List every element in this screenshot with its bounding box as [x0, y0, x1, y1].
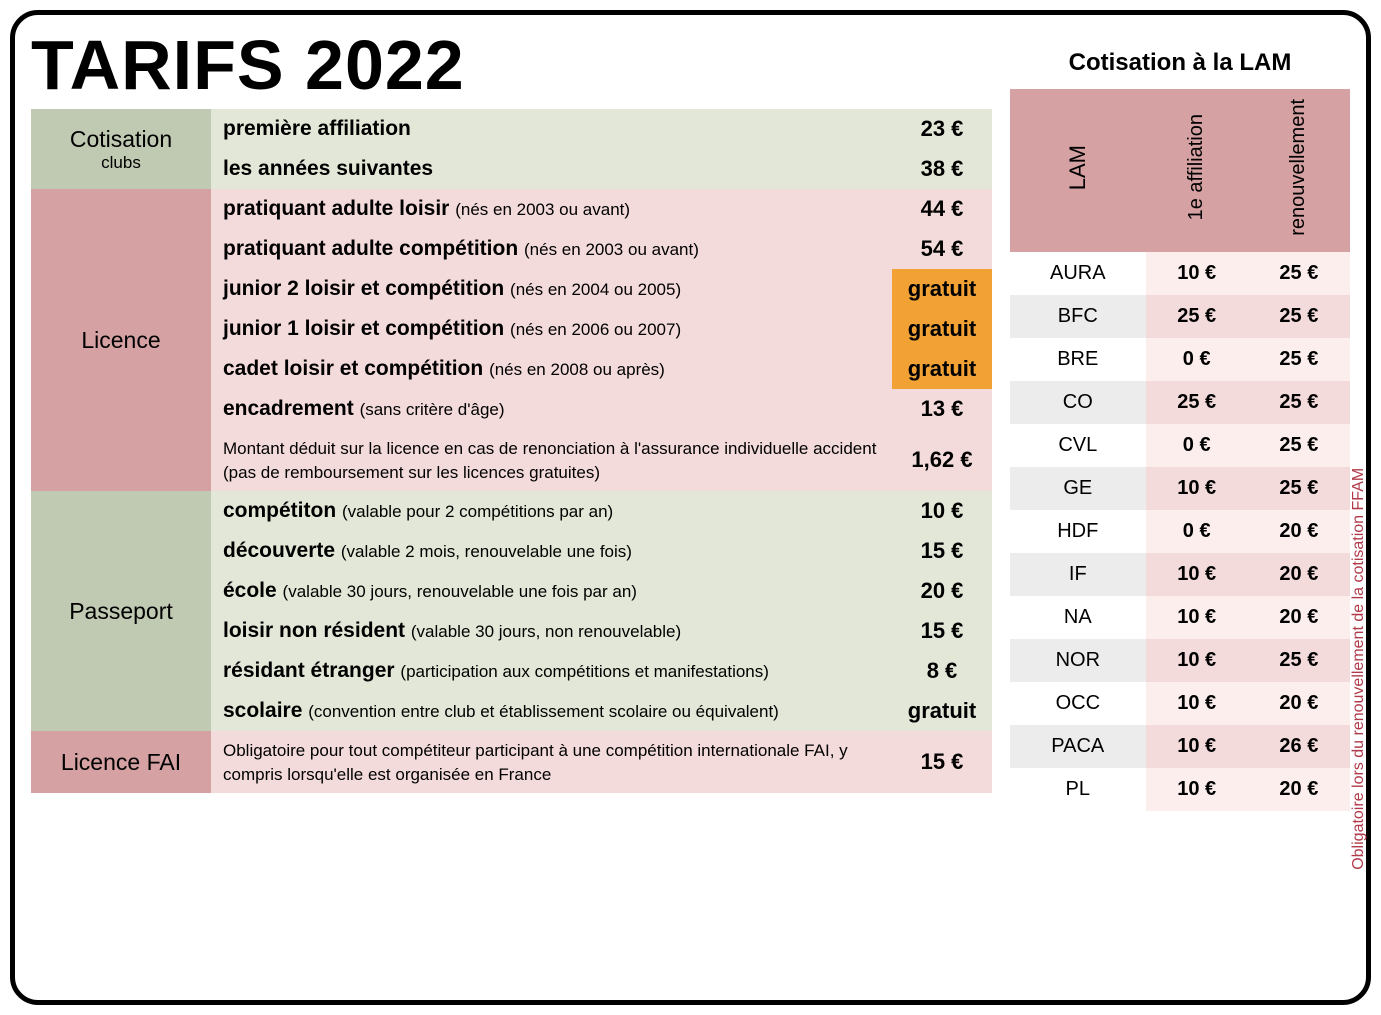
category-licence: Licence: [31, 189, 211, 491]
lam-affiliation: 0 €: [1146, 510, 1248, 553]
lam-region: GE: [1010, 467, 1146, 510]
row-desc: pratiquant adulte compétition (nés en 20…: [211, 229, 892, 269]
lam-renouvellement: 20 €: [1248, 682, 1350, 725]
lam-renouvellement: 25 €: [1248, 639, 1350, 682]
row-price: 38 €: [892, 149, 992, 189]
lam-renouvellement: 25 €: [1248, 295, 1350, 338]
lam-affiliation: 10 €: [1146, 252, 1248, 295]
lam-renouvellement: 25 €: [1248, 381, 1350, 424]
row-desc: junior 2 loisir et compétition (nés en 2…: [211, 269, 892, 309]
right-column: Cotisation à la LAM LAM1e affiliationren…: [1010, 25, 1350, 984]
lam-sidenote: Obligatoire lors du renouvellement de la…: [1350, 467, 1368, 869]
row-price: 1,62 €: [892, 429, 992, 491]
lam-header: 1e affiliation: [1146, 89, 1248, 252]
lam-region: CVL: [1010, 424, 1146, 467]
lam-region: NOR: [1010, 639, 1146, 682]
lam-renouvellement: 25 €: [1248, 338, 1350, 381]
row-price: 20 €: [892, 571, 992, 611]
lam-renouvellement: 25 €: [1248, 252, 1350, 295]
row-desc: cadet loisir et compétition (nés en 2008…: [211, 349, 892, 389]
row-price: 10 €: [892, 491, 992, 531]
row-desc: encadrement (sans critère d'âge): [211, 389, 892, 429]
lam-affiliation: 25 €: [1146, 295, 1248, 338]
lam-region: PL: [1010, 768, 1146, 811]
category-passeport: Passeport: [31, 491, 211, 731]
row-desc: junior 1 loisir et compétition (nés en 2…: [211, 309, 892, 349]
lam-header: LAM: [1010, 89, 1146, 252]
lam-table: LAM1e affiliationrenouvellementAURA10 €2…: [1010, 89, 1350, 811]
row-desc: école (valable 30 jours, renouvelable un…: [211, 571, 892, 611]
lam-title: Cotisation à la LAM: [1010, 49, 1350, 77]
lam-region: PACA: [1010, 725, 1146, 768]
lam-affiliation: 10 €: [1146, 467, 1248, 510]
lam-affiliation: 10 €: [1146, 768, 1248, 811]
row-desc: compétiton (valable pour 2 compétitions …: [211, 491, 892, 531]
row-price: 15 €: [892, 531, 992, 571]
category-cotisation: Cotisationclubs: [31, 109, 211, 189]
row-price: 15 €: [892, 611, 992, 651]
lam-region: BFC: [1010, 295, 1146, 338]
lam-renouvellement: 20 €: [1248, 596, 1350, 639]
row-desc: Montant déduit sur la licence en cas de …: [211, 429, 892, 491]
lam-affiliation: 10 €: [1146, 639, 1248, 682]
row-desc: scolaire (convention entre club et établ…: [211, 691, 892, 731]
lam-affiliation: 10 €: [1146, 682, 1248, 725]
row-desc: première affiliation: [211, 109, 892, 149]
row-price: 44 €: [892, 189, 992, 229]
lam-renouvellement: 20 €: [1248, 510, 1350, 553]
lam-region: OCC: [1010, 682, 1146, 725]
tarifs-table: Cotisationclubspremière affiliation 23 €…: [31, 109, 992, 793]
lam-region: AURA: [1010, 252, 1146, 295]
row-desc: loisir non résident (valable 30 jours, n…: [211, 611, 892, 651]
page-title: TARIFS 2022: [31, 25, 992, 105]
lam-affiliation: 0 €: [1146, 424, 1248, 467]
lam-renouvellement: 20 €: [1248, 553, 1350, 596]
row-price: gratuit: [892, 691, 992, 731]
row-price: gratuit: [892, 309, 992, 349]
lam-affiliation: 10 €: [1146, 725, 1248, 768]
row-price: gratuit: [892, 269, 992, 309]
lam-renouvellement: 26 €: [1248, 725, 1350, 768]
lam-renouvellement: 25 €: [1248, 424, 1350, 467]
lam-region: NA: [1010, 596, 1146, 639]
lam-region: HDF: [1010, 510, 1146, 553]
lam-affiliation: 0 €: [1146, 338, 1248, 381]
lam-region: IF: [1010, 553, 1146, 596]
lam-affiliation: 10 €: [1146, 553, 1248, 596]
row-price: 13 €: [892, 389, 992, 429]
left-column: TARIFS 2022 Cotisationclubspremière affi…: [31, 25, 992, 984]
row-price: 8 €: [892, 651, 992, 691]
lam-affiliation: 25 €: [1146, 381, 1248, 424]
row-desc: résidant étranger (participation aux com…: [211, 651, 892, 691]
row-desc: les années suivantes: [211, 149, 892, 189]
lam-region: CO: [1010, 381, 1146, 424]
lam-renouvellement: 25 €: [1248, 467, 1350, 510]
row-desc: Obligatoire pour tout compétiteur partic…: [211, 731, 892, 793]
tarifs-frame: TARIFS 2022 Cotisationclubspremière affi…: [10, 10, 1371, 1005]
lam-renouvellement: 20 €: [1248, 768, 1350, 811]
row-price: 23 €: [892, 109, 992, 149]
lam-affiliation: 10 €: [1146, 596, 1248, 639]
row-desc: découverte (valable 2 mois, renouvelable…: [211, 531, 892, 571]
lam-region: BRE: [1010, 338, 1146, 381]
row-desc: pratiquant adulte loisir (nés en 2003 ou…: [211, 189, 892, 229]
lam-header: renouvellement: [1248, 89, 1350, 252]
row-price: gratuit: [892, 349, 992, 389]
row-price: 54 €: [892, 229, 992, 269]
category-fai: Licence FAI: [31, 731, 211, 793]
row-price: 15 €: [892, 731, 992, 793]
